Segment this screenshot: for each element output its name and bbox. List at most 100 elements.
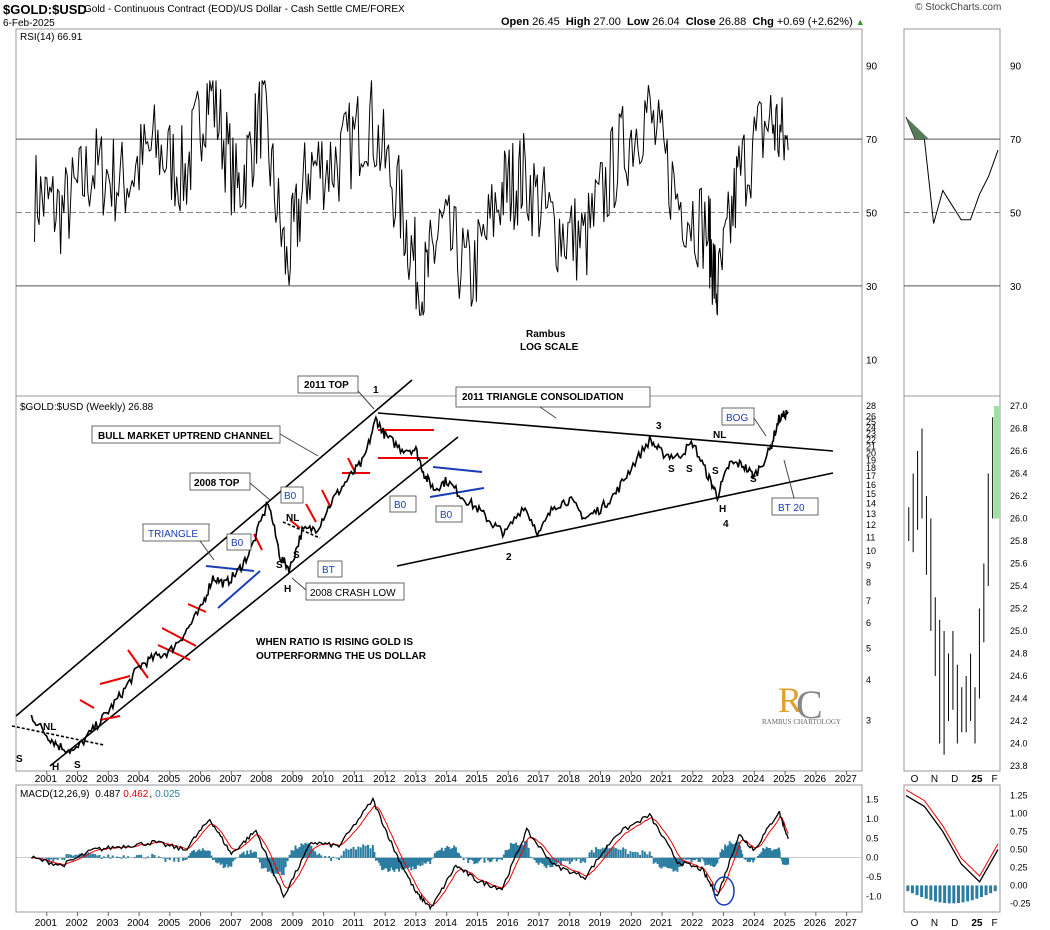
macd-hist-bar xyxy=(116,856,119,858)
macd-hist-bar xyxy=(654,857,657,863)
macd-hist-bar xyxy=(430,857,433,860)
macd-hist-bar xyxy=(676,857,679,872)
macd-hist-bar xyxy=(262,857,265,869)
x-tick-15: 2016 xyxy=(496,774,519,785)
price-daily-tick-8: 25.4 xyxy=(1010,581,1028,591)
macd-hist-bar xyxy=(213,857,216,860)
macd-hist-bar xyxy=(741,853,744,858)
macd-hist-bar xyxy=(124,857,127,859)
macd-hist-bar xyxy=(338,857,341,861)
x-tick-5: 2006 xyxy=(189,774,212,785)
macd-hist-bar xyxy=(228,857,231,866)
macd-hist-bar xyxy=(191,850,194,858)
macd-hist-bar xyxy=(529,856,532,858)
macd-hist-bar xyxy=(56,857,59,860)
x-tick-7: 2008 xyxy=(250,774,273,785)
macd-hist-bar xyxy=(725,846,728,858)
macd-hist-bar xyxy=(270,857,273,874)
macd-hist-bar xyxy=(515,842,518,858)
ann-triangle: TRIANGLE xyxy=(148,529,198,540)
macd-hist-bar xyxy=(756,855,759,858)
macd-x-tick-15: 2016 xyxy=(496,918,519,929)
price-tick-14: 17 xyxy=(866,471,876,481)
macd-hist-bar xyxy=(769,848,772,858)
macd-daily-hist xyxy=(952,885,956,904)
macd-hist-bar xyxy=(787,857,790,865)
macd-hist-bar xyxy=(492,857,495,860)
x-tick-12: 2013 xyxy=(404,774,427,785)
macd-hist-bar xyxy=(80,853,83,858)
macd-hist-bar xyxy=(300,843,303,858)
macd-hist-bar xyxy=(672,857,675,872)
open-label: Open xyxy=(501,16,530,28)
ann-pointer-bull xyxy=(279,433,319,457)
svg-text:R: R xyxy=(778,680,802,720)
macd-hist-bar xyxy=(306,843,309,858)
macd-hist-bar xyxy=(369,848,372,858)
macd-daily-xtick-0: O xyxy=(911,918,919,929)
macd-hist-bar xyxy=(523,841,526,858)
ann-s6: S xyxy=(686,464,693,475)
macd-daily-hist xyxy=(915,885,919,896)
macd-hist-bar xyxy=(416,857,419,865)
macd-daily-hist xyxy=(966,885,970,902)
macd-hist-bar xyxy=(280,857,283,876)
macd-hist-bar xyxy=(685,857,688,860)
macd-hist-bar xyxy=(693,857,696,861)
price-tick-24: 28 xyxy=(866,401,876,411)
macd-hist-bar xyxy=(362,844,365,858)
macd-hist-bar xyxy=(575,857,578,862)
subtitle-log-scale: LOG SCALE xyxy=(520,342,579,353)
macd-hist-bar xyxy=(737,841,740,858)
macd-hist-bar xyxy=(418,857,421,864)
macd-hist-bar xyxy=(648,851,651,858)
macd-hist-bar xyxy=(690,857,693,863)
macd-hist-bar xyxy=(490,857,493,862)
macd-hist-bar xyxy=(746,857,749,862)
macd-hist-bar xyxy=(439,850,442,858)
macd-daily-hist xyxy=(924,885,928,899)
macd-hist-bar xyxy=(474,857,477,864)
macd-hist-bar xyxy=(192,849,195,858)
macd-hist-bar xyxy=(221,857,224,864)
macd-hist-bar xyxy=(428,857,431,861)
macd-x-tick-21: 2022 xyxy=(681,918,704,929)
price-daily-tick-11: 26.0 xyxy=(1010,514,1028,524)
macd-hist-bar xyxy=(745,857,748,859)
macd-hist-bar xyxy=(470,857,473,860)
price-daily-tick-7: 25.2 xyxy=(1010,604,1028,614)
macd-hist-bar xyxy=(424,857,427,864)
high-label: High xyxy=(565,16,591,28)
macd-x-tick-5: 2006 xyxy=(189,918,212,929)
macd-hist-bar xyxy=(570,857,573,862)
macd-hist-bar xyxy=(712,857,715,867)
macd-hist-bar xyxy=(294,845,297,858)
macd-hist-bar xyxy=(581,857,584,862)
macd-hist-bar xyxy=(646,854,649,858)
macd-hist-bar xyxy=(402,857,405,870)
ann-2011-top: 2011 TOP xyxy=(304,380,349,391)
price-daily-highlight xyxy=(994,406,1000,519)
macd-hist-bar xyxy=(692,857,695,861)
price-tick-8: 11 xyxy=(866,532,875,542)
macd-hist-bar xyxy=(743,857,746,859)
macd-hist-bar xyxy=(330,857,333,862)
macd-hist-bar xyxy=(699,857,702,862)
macd-hist-bar xyxy=(354,849,357,858)
macd-hist-bar xyxy=(727,845,730,858)
macd-hist-bar xyxy=(224,857,227,868)
macd-hist-bar xyxy=(144,857,147,859)
macd-hist-bar xyxy=(318,853,321,858)
macd-hist-bar xyxy=(670,857,673,869)
macd-hist-bar xyxy=(753,857,756,861)
macd-x-tick-17: 2018 xyxy=(558,918,581,929)
macd-hist-bar xyxy=(432,857,435,859)
price-tick-12: 15 xyxy=(866,489,876,499)
macd-hist-bar xyxy=(537,857,540,865)
ann-box-bo4 xyxy=(435,505,463,523)
macd-hist-bar xyxy=(487,857,490,861)
macd-hist-bar xyxy=(345,848,348,858)
macd-daily-hist xyxy=(929,885,933,901)
macd-hist-bar xyxy=(324,855,327,858)
